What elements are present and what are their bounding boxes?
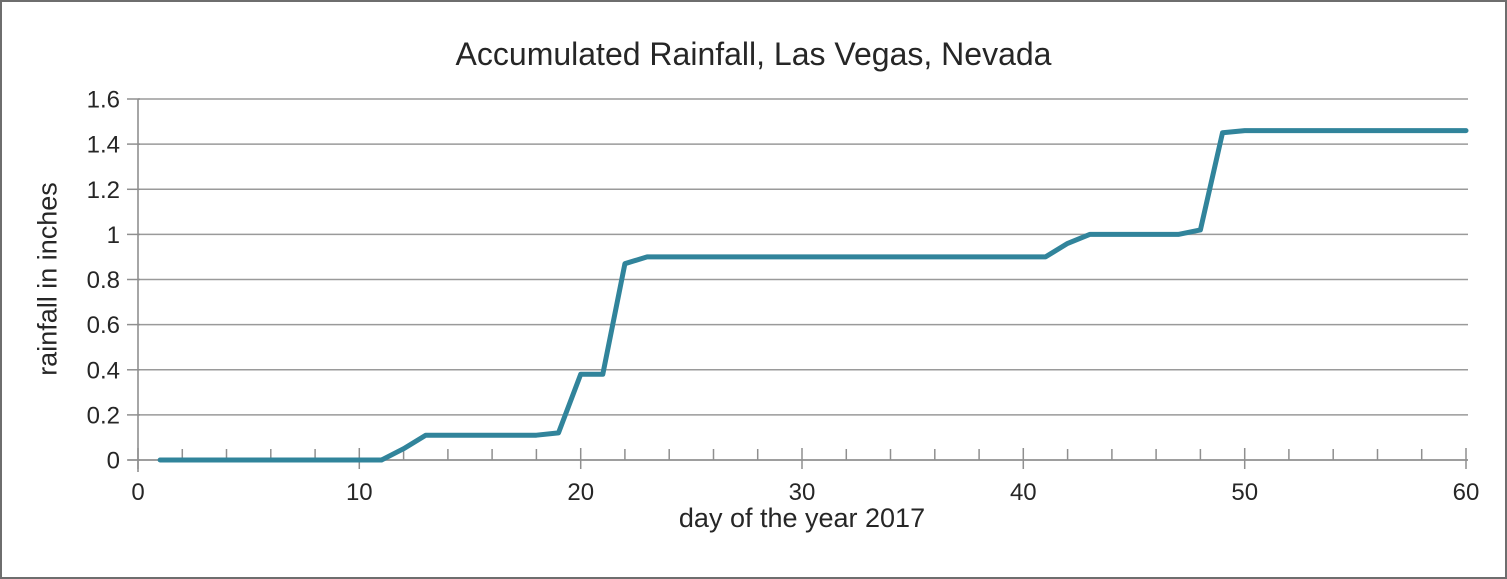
x-tick-label: 0 bbox=[131, 479, 144, 506]
y-tick-label: 1 bbox=[107, 222, 120, 249]
y-tick-label: 0.8 bbox=[87, 267, 120, 294]
y-tick-label: 0.6 bbox=[87, 312, 120, 339]
y-tick-label: 1.2 bbox=[87, 177, 120, 204]
y-tick-label: 1.4 bbox=[87, 132, 120, 159]
x-tick-label: 40 bbox=[1010, 479, 1037, 506]
x-tick-label: 10 bbox=[346, 479, 373, 506]
x-tick-label: 60 bbox=[1453, 479, 1480, 506]
rainfall-line bbox=[157, 128, 1469, 463]
chart-title: Accumulated Rainfall, Las Vegas, Nevada bbox=[455, 36, 1052, 72]
x-tick-label: 30 bbox=[789, 479, 816, 506]
x-axis-label: day of the year 2017 bbox=[678, 503, 926, 533]
x-tick-label: 50 bbox=[1231, 479, 1258, 506]
y-tick-label: 1.6 bbox=[87, 87, 120, 114]
y-tick-label: 0.4 bbox=[87, 357, 120, 384]
y-tick-label: 0 bbox=[107, 448, 120, 475]
x-tick-label: 20 bbox=[567, 479, 594, 506]
y-tick-label: 0.2 bbox=[87, 402, 120, 429]
